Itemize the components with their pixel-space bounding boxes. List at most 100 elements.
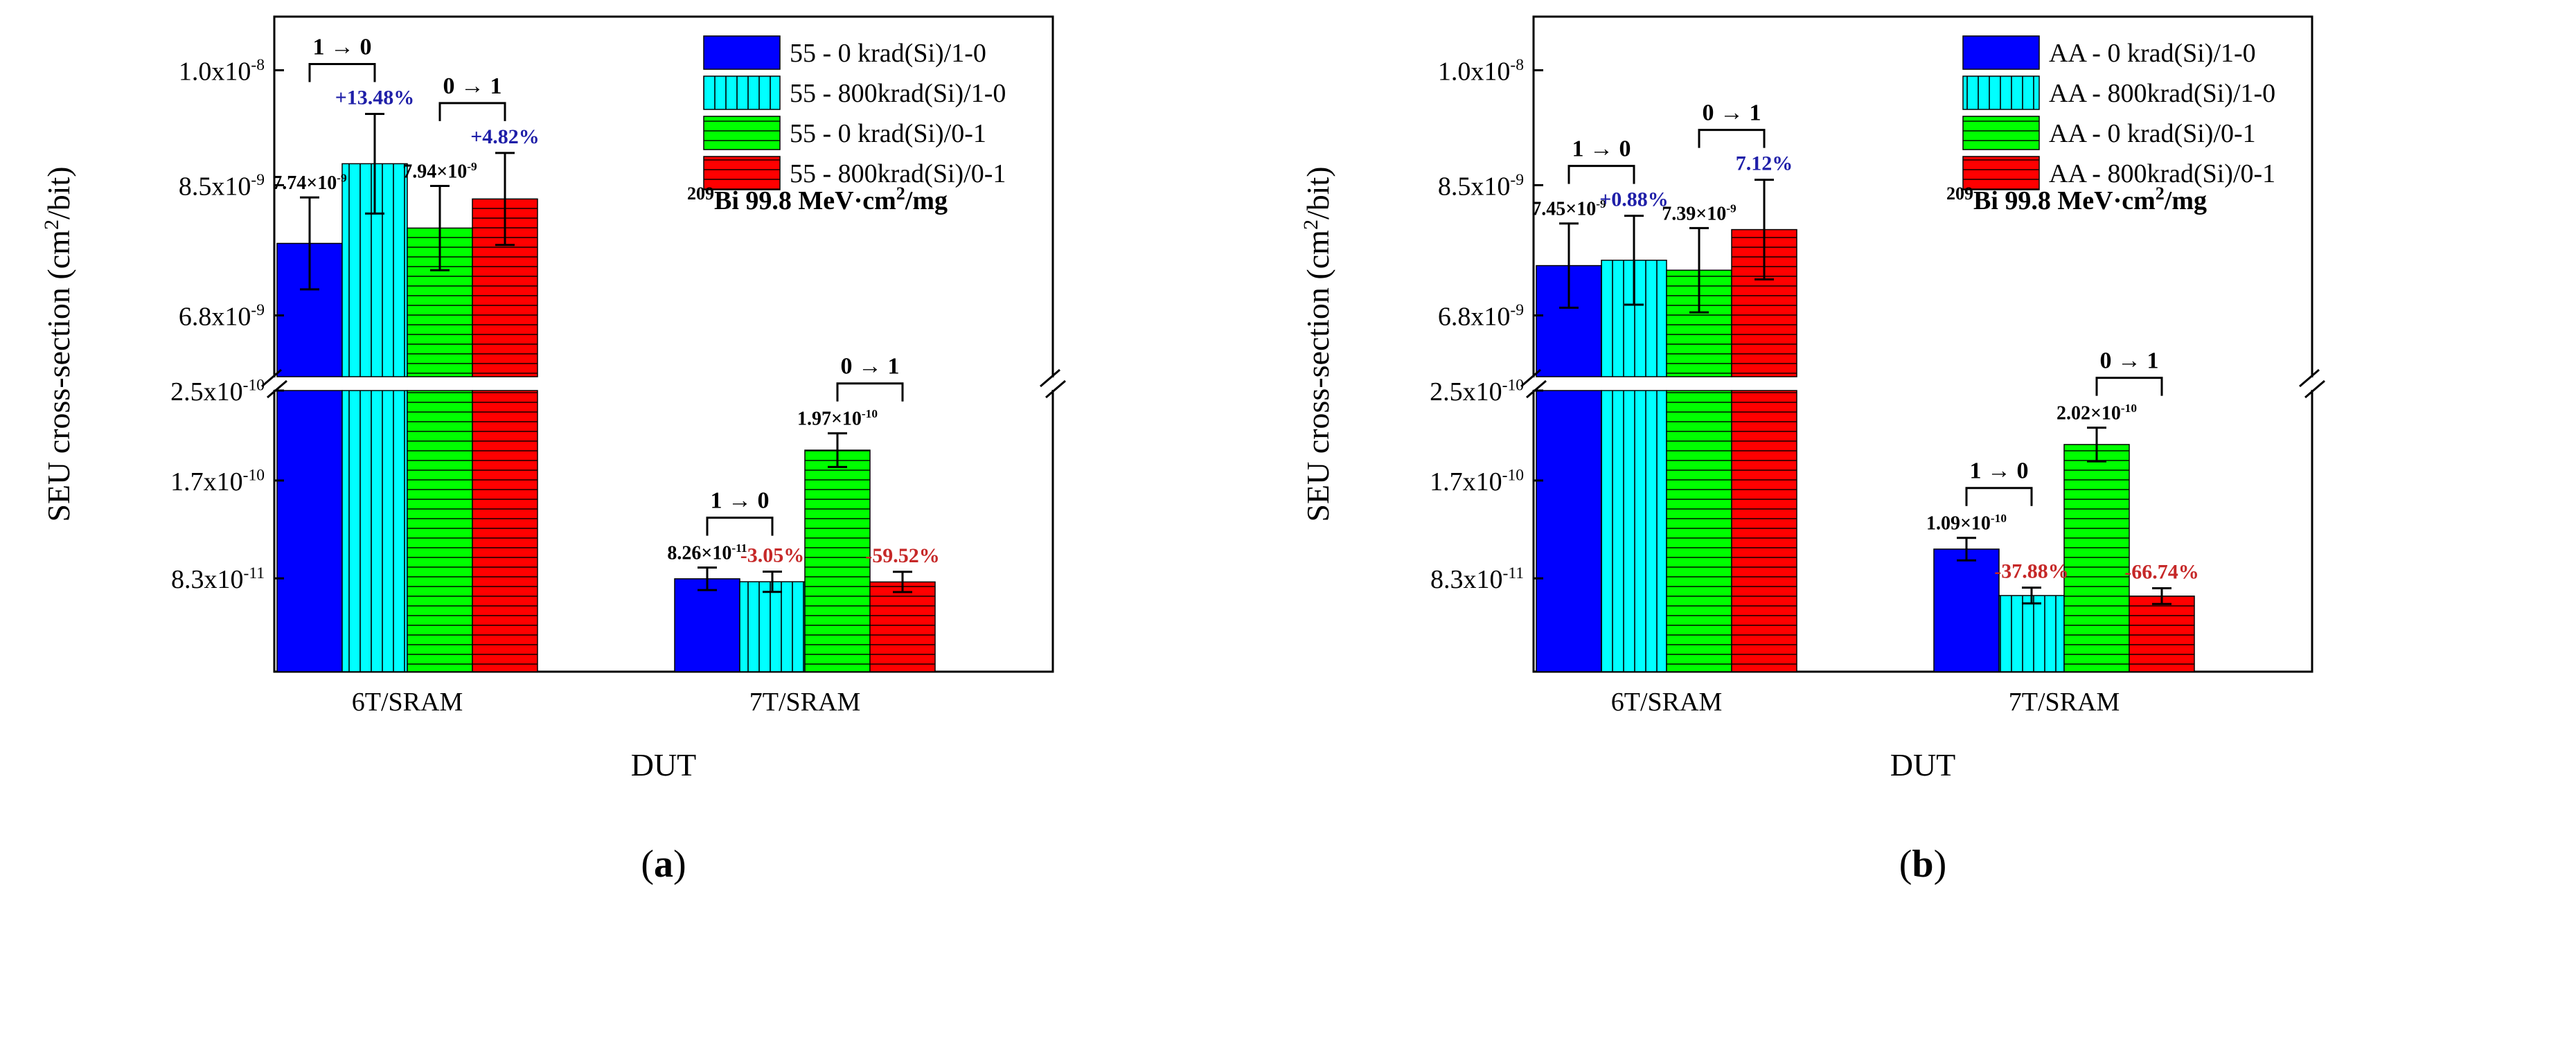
panel-a: 6.8x10-9 8.5x10-9 1.0x10-8 8.3x10-11 1.7x10-… xyxy=(40,15,1066,886)
legend-label: AA - 0 krad(Si)/1-0 xyxy=(2049,39,2256,68)
bar xyxy=(2129,596,2195,672)
bar-lower xyxy=(407,390,473,672)
value-label: 7.74×10-9 xyxy=(272,171,347,194)
x-tick-label: 7T/SRAM xyxy=(2009,688,2120,717)
transition-bracket xyxy=(836,382,904,402)
bar-lower xyxy=(1536,390,1602,672)
legend-swatch xyxy=(1962,116,2040,150)
legend-swatch xyxy=(703,156,781,190)
percent-label: +0.88% xyxy=(1599,188,1669,211)
percent-label: -3.05% xyxy=(740,544,805,566)
bar-lower xyxy=(276,390,343,672)
panel-b: 6.8x10-9 8.5x10-9 1.0x10-8 8.3x10-11 1.7x10-… xyxy=(1299,15,2325,886)
ion-note: 209Bi 99.8 MeV·cm2/mg xyxy=(687,184,948,215)
legend-label: AA - 800krad(Si)/1-0 xyxy=(2049,79,2275,108)
bar-lower xyxy=(341,390,408,672)
bar-lower xyxy=(1666,390,1732,672)
ion-note: 209Bi 99.8 MeV·cm2/mg xyxy=(1946,184,2207,215)
bracket-label: 0 → 1 xyxy=(2100,348,2159,374)
bar-lower xyxy=(1731,390,1797,672)
percent-label: -66.74% xyxy=(2124,560,2199,583)
legend-label: 55 - 800krad(Si)/0-1 xyxy=(790,159,1006,188)
value-label: 1.09×10-10 xyxy=(1926,512,2007,535)
transition-bracket xyxy=(438,102,506,121)
panel-label: (a) xyxy=(641,843,686,886)
bar xyxy=(2063,444,2130,672)
axis-break-gap xyxy=(273,377,1054,390)
transition-bracket xyxy=(308,63,376,82)
bar xyxy=(739,581,806,672)
axis-break-mark-left xyxy=(1520,368,1541,388)
y-tick-label: 2.5x10-10 xyxy=(170,377,265,406)
axis-break-mark-left xyxy=(261,368,282,388)
axis-break-mark-right-2 xyxy=(2304,379,2325,399)
legend-label: AA - 800krad(Si)/0-1 xyxy=(2049,159,2275,188)
y-axis-title: SEU cross-section (cm2/bit) xyxy=(1299,166,1335,521)
value-label: 7.39×10-9 xyxy=(1662,202,1736,225)
y-tick-label: 6.8x10-9 xyxy=(1438,301,1524,331)
bar xyxy=(869,581,936,672)
legend-swatch xyxy=(1962,156,2040,190)
x-tick-label: 6T/SRAM xyxy=(1611,688,1722,717)
transition-bracket xyxy=(2095,377,2163,396)
plot-frame xyxy=(273,15,1054,673)
axis-break-mark-right-2 xyxy=(1045,379,1066,399)
axis-break-mark-left-2 xyxy=(1526,379,1547,399)
axis-break-gap xyxy=(1532,377,2313,390)
axis-break-mark-right xyxy=(1040,368,1060,388)
x-axis-title: DUT xyxy=(1890,747,1956,782)
legend-label: AA - 0 krad(Si)/0-1 xyxy=(2049,119,2256,148)
y-tick-label: 8.5x10-9 xyxy=(179,171,265,201)
bar-lower xyxy=(472,390,538,672)
x-axis-title: DUT xyxy=(631,747,697,782)
value-label: 2.02×10-10 xyxy=(2057,402,2137,424)
percent-label: -37.88% xyxy=(1994,560,2069,583)
percent-label: -59.52% xyxy=(865,544,940,567)
y-tick-label: 1.7x10-10 xyxy=(1430,466,1524,496)
bracket-label: 0 → 1 xyxy=(1703,100,1761,126)
bracket-label: 1 → 0 xyxy=(711,488,770,514)
legend-swatch xyxy=(1962,35,2040,70)
y-tick-label: 8.3x10-11 xyxy=(1430,564,1524,594)
legend-label: 55 - 0 krad(Si)/1-0 xyxy=(790,39,986,68)
value-label: 8.26×10-11 xyxy=(667,542,747,564)
x-tick-label: 7T/SRAM xyxy=(749,688,860,717)
y-axis-title: SEU cross-section (cm2/bit) xyxy=(40,166,76,521)
y-tick-label: 2.5x10-10 xyxy=(1430,377,1524,406)
y-tick-label: 1.7x10-10 xyxy=(170,466,265,496)
bar xyxy=(804,449,871,672)
bracket-label: 1 → 0 xyxy=(313,35,372,60)
x-tick-label: 6T/SRAM xyxy=(352,688,463,717)
bracket-label: 0 → 1 xyxy=(841,354,900,379)
bar xyxy=(1998,595,2065,672)
legend-label: 55 - 0 krad(Si)/0-1 xyxy=(790,119,986,148)
axis-break-mark-left-2 xyxy=(267,379,287,399)
transition-bracket xyxy=(706,517,774,536)
legend-swatch xyxy=(1962,75,2040,110)
y-tick-label: 1.0x10-8 xyxy=(1438,56,1524,86)
axis-break-mark-right xyxy=(2299,368,2320,388)
bar xyxy=(674,578,740,672)
transition-bracket xyxy=(1965,487,2033,506)
percent-label: +13.48% xyxy=(335,87,415,109)
value-label: 7.94×10-9 xyxy=(402,160,477,183)
legend-swatch xyxy=(703,75,781,110)
bracket-label: 0 → 1 xyxy=(443,73,502,99)
bracket-label: 1 → 0 xyxy=(1572,136,1631,162)
percent-label: 7.12% xyxy=(1736,152,1793,175)
transition-bracket xyxy=(1698,129,1766,148)
bracket-label: 1 → 0 xyxy=(1970,458,2029,484)
legend-label: 55 - 800krad(Si)/1-0 xyxy=(790,79,1006,108)
value-label: 1.97×10-10 xyxy=(797,407,878,430)
percent-label: +4.82% xyxy=(470,125,540,148)
y-tick-label: 6.8x10-9 xyxy=(179,301,265,331)
legend-swatch xyxy=(703,35,781,70)
panel-label: (b) xyxy=(1899,843,1946,886)
bar-lower xyxy=(1601,390,1667,672)
legend-swatch xyxy=(703,116,781,150)
transition-bracket xyxy=(1567,165,1635,184)
plot-frame xyxy=(1532,15,2313,673)
y-tick-label: 8.3x10-11 xyxy=(171,564,265,594)
